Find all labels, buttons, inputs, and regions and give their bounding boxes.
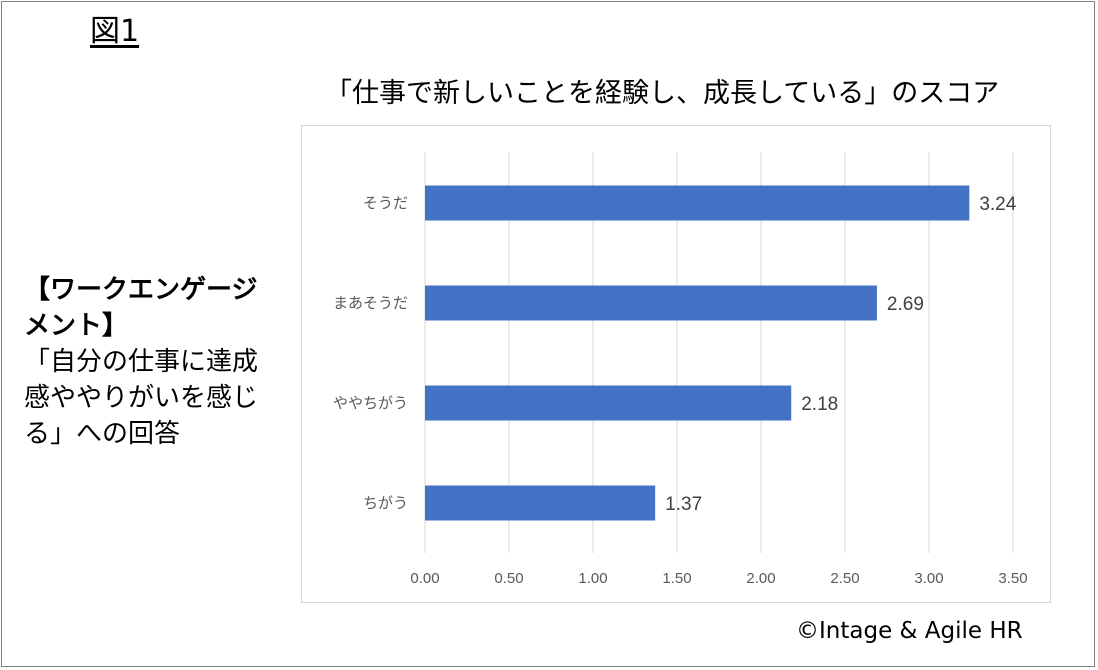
copyright-notice: ©Intage & Agile HR: [796, 618, 1023, 644]
value-label: 1.37: [665, 494, 702, 515]
bar-4: [425, 485, 656, 521]
x-tick-label: 0.50: [494, 570, 523, 587]
plot-area-border: [301, 125, 1051, 603]
value-label: 2.18: [801, 394, 838, 415]
x-tick-label: 0.00: [410, 570, 439, 587]
chart-title: 「仕事で新しいことを経験し、成長している」のスコア: [325, 78, 1000, 109]
value-label: 2.69: [887, 294, 924, 315]
x-tick-label: 2.00: [746, 570, 775, 587]
x-tick-label: 1.50: [662, 570, 691, 587]
side-description-heading: 【ワークエンゲージメント】: [24, 275, 258, 341]
x-tick-label: 3.00: [914, 570, 943, 587]
bar-1: [425, 185, 970, 221]
value-label: 3.24: [979, 194, 1016, 215]
category-label: そうだ: [363, 194, 408, 212]
side-description: 【ワークエンゲージメント】 「自分の仕事に達成感ややりがいを感じる」への回答: [24, 272, 274, 452]
x-tick-label: 1.00: [578, 570, 607, 587]
x-tick-label: 2.50: [830, 570, 859, 587]
bars: [425, 185, 970, 521]
category-label: ちがう: [363, 494, 408, 512]
category-label: まあそうだ: [333, 294, 408, 312]
bar-2: [425, 285, 877, 321]
category-label: ややちがう: [333, 394, 408, 412]
bar-3: [425, 385, 792, 421]
x-tick-label: 3.50: [998, 570, 1027, 587]
figure-label: 図1: [90, 14, 140, 49]
side-description-text: 「自分の仕事に達成感ややりがいを感じる」への回答: [24, 347, 259, 449]
labels: 0.00 0.50 1.00 1.50 2.00 2.50 3.00 3.50 そうだ 3.24 ま…: [333, 194, 1028, 587]
